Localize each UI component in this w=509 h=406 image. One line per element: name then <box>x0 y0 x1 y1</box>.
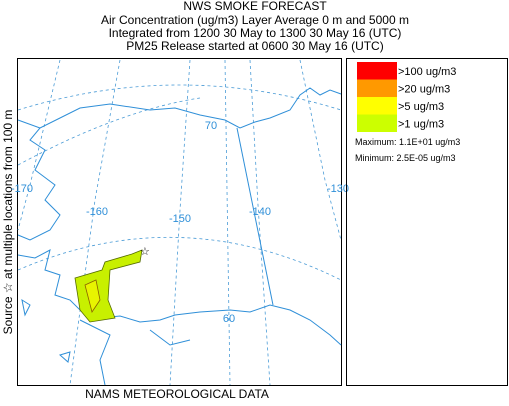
graticule-label: 70 <box>205 120 217 132</box>
latitude-line <box>17 84 342 111</box>
subtitle: Integrated from 1200 30 May to 1300 30 M… <box>109 26 402 40</box>
latitude-line <box>17 97 201 166</box>
title: NWS SMOKE FORECAST <box>183 0 327 13</box>
footer: NAMS METEOROLOGICAL DATA <box>85 387 269 401</box>
legend-label: >100 ug/m3 <box>398 66 456 78</box>
legend-swatch <box>357 97 397 115</box>
longitude-line <box>299 59 342 241</box>
plume-contour <box>84 279 101 313</box>
island <box>21 298 71 363</box>
maximum: Maximum: 1.1E+01 ug/m3 <box>355 137 460 147</box>
source-marker: ☆ <box>140 246 150 258</box>
coastline <box>17 87 342 386</box>
graticule-label: -150 <box>169 213 191 225</box>
legend-swatch <box>357 79 397 97</box>
longitude-line <box>224 59 231 386</box>
subtitle: Air Concentration (ug/m3) Layer Average … <box>101 13 409 27</box>
longitude-line <box>17 59 61 231</box>
legend-frame <box>346 58 508 386</box>
graticule-label: -130 <box>327 183 349 195</box>
legend-label: >20 ug/m3 <box>398 84 450 96</box>
longitude-line <box>69 59 121 386</box>
graticule-label: -140 <box>249 206 271 218</box>
legend-label: >1 ug/m3 <box>398 119 444 131</box>
legend-label: >5 ug/m3 <box>398 101 444 113</box>
graticule-label: -160 <box>86 206 108 218</box>
latitude-line <box>17 236 342 281</box>
graticule-label: -170 <box>11 183 33 195</box>
graticule-label: 60 <box>223 313 235 325</box>
map-area: ☆ -170 -160 -150 -140 -130 70 60 <box>11 59 349 386</box>
legend-swatch <box>357 114 397 132</box>
legend-swatch <box>357 62 397 80</box>
map-frame <box>17 58 342 386</box>
subtitle: PM25 Release started at 0600 30 May 16 (… <box>126 39 383 53</box>
border <box>236 127 274 306</box>
minimum: Minimum: 2.5E-05 ug/m3 <box>355 153 456 163</box>
legend: >100 ug/m3 >20 ug/m3 >5 ug/m3 >1 ug/m3 <box>357 62 456 132</box>
source-label: Source ☆ at multiple locations from 100 … <box>1 110 15 335</box>
longitude-line <box>169 59 191 386</box>
longitude-line <box>249 59 271 386</box>
